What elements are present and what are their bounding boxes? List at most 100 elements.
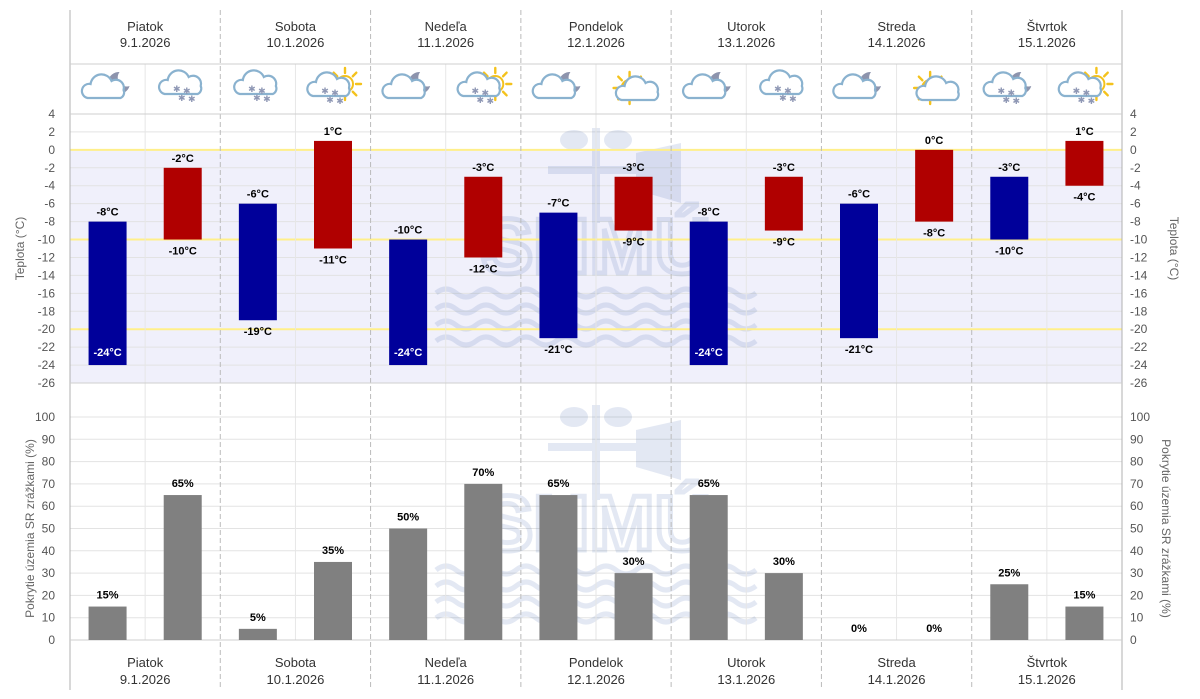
temp-tick-right: -6 [1130, 197, 1141, 211]
night-precip-label: 15% [97, 590, 119, 602]
snowflake: ✱ [998, 86, 1006, 96]
day-precip-label: 15% [1073, 590, 1095, 602]
precip-tick-right: 0 [1130, 633, 1137, 647]
precip-tick-left: 40 [42, 544, 56, 558]
temp-tick-right: -24 [1130, 358, 1148, 372]
cloud-shape [681, 73, 727, 100]
precip-tick-right: 30 [1130, 566, 1144, 580]
day-temp-bar [464, 176, 503, 258]
snowflake: ✱ [789, 94, 797, 104]
temp-tick-left: -10 [38, 233, 56, 247]
day-name-top: Pondelok [569, 19, 624, 34]
temp-tick-right: -8 [1130, 215, 1141, 229]
precip-tick-left: 20 [42, 588, 56, 602]
night-min-label: -19°C [244, 326, 272, 338]
day-precip-bar [764, 573, 803, 640]
cloud-moon-icon [832, 71, 881, 100]
day-date-top: 14.1.2026 [868, 35, 926, 50]
day-precip-label: 30% [773, 556, 795, 568]
temp-tick-right: 0 [1130, 143, 1137, 157]
sun-ray [351, 71, 358, 78]
snowflake: ✱ [253, 93, 261, 103]
day-date-top: 12.1.2026 [567, 35, 625, 50]
day-temp-bar [163, 167, 202, 240]
day-name-top: Streda [877, 19, 916, 34]
snowflake: ✱ [1008, 88, 1016, 98]
day-precip-label: 30% [623, 556, 645, 568]
cloud-shape [531, 73, 577, 100]
night-max-label: -6°C [247, 189, 269, 201]
day-precip-bar [1065, 606, 1104, 640]
day-temp-bar [1065, 140, 1104, 186]
snowflake: ✱ [183, 86, 191, 96]
temp-tick-right: -20 [1130, 322, 1148, 336]
day-min-label: -8°C [923, 228, 945, 240]
temp-tick-left: 0 [48, 143, 55, 157]
watermark-flag [636, 420, 681, 480]
day-name-bottom: Streda [877, 655, 916, 670]
precip-tick-right: 70 [1130, 477, 1144, 491]
day-date-bottom: 10.1.2026 [267, 672, 325, 687]
night-max-label: -8°C [698, 207, 720, 219]
night-max-label: -6°C [848, 189, 870, 201]
sun-ray [1083, 71, 1090, 78]
temp-tick-right: -18 [1130, 304, 1148, 318]
snowflake: ✱ [248, 84, 256, 94]
precip-tick-left: 70 [42, 477, 56, 491]
cloud-shape [157, 69, 203, 96]
precip-tick-right: 90 [1130, 432, 1144, 446]
snowflake: ✱ [188, 94, 196, 104]
snowflake: ✱ [326, 95, 334, 105]
day-temp-bar [915, 149, 954, 222]
day-precip-bar [163, 495, 202, 640]
cloud-moon-icon [531, 71, 581, 100]
day-max-label: -3°C [623, 162, 645, 174]
cloud-shape [381, 73, 426, 100]
snowflake: ✱ [1003, 95, 1011, 105]
temp-tick-right: -16 [1130, 286, 1148, 300]
snow-cloud-icon: ✱ ✱✱ ✱ [233, 69, 278, 104]
night-precip-label: 5% [250, 612, 266, 624]
snow-cloud-sun-icon: ✱ ✱✱ ✱ [306, 66, 363, 106]
precip-tick-left: 50 [42, 522, 56, 536]
precip-tick-left: 30 [42, 566, 56, 580]
snowflake: ✱ [336, 96, 344, 106]
temp-tick-left: -6 [44, 197, 55, 211]
precip-tick-right: 60 [1130, 499, 1144, 513]
night-max-label: -10°C [394, 225, 422, 237]
day-precip-bar [614, 573, 653, 640]
night-precip-label: 50% [397, 512, 419, 524]
temp-tick-left: -24 [38, 358, 56, 372]
snow-cloud-moon-icon: ✱ ✱✱ ✱ [982, 71, 1032, 106]
day-name-bottom: Nedeľa [425, 655, 468, 670]
snowflake: ✱ [779, 93, 787, 103]
snowflake: ✱ [477, 95, 485, 105]
cloud-moon-icon [681, 71, 731, 100]
temp-tick-left: -18 [38, 304, 56, 318]
precip-tick-left: 80 [42, 455, 56, 469]
night-min-label: -24°C [695, 347, 723, 359]
day-name-bottom: Utorok [727, 655, 766, 670]
day-name-top: Piatok [127, 19, 164, 34]
temp-tick-right: -22 [1130, 340, 1148, 354]
snowflake: ✱ [321, 86, 329, 96]
day-precip-bar [314, 561, 352, 640]
snowflake: ✱ [1088, 96, 1096, 106]
cloud-shape [832, 73, 877, 100]
night-precip-bar [389, 528, 428, 640]
cloud-shape [915, 75, 960, 102]
precip-tick-right: 80 [1130, 455, 1144, 469]
snowflake: ✱ [487, 96, 495, 106]
day-date-bottom: 13.1.2026 [717, 672, 775, 687]
day-max-label: -3°C [773, 162, 795, 174]
temp-tick-right: -4 [1130, 179, 1141, 193]
day-name-bottom: Sobota [275, 655, 317, 670]
temp-tick-left: -2 [44, 161, 55, 175]
night-precip-bar [689, 495, 728, 640]
cloud-moon-icon [80, 71, 130, 100]
temp-tick-left: 2 [48, 125, 55, 139]
precip-tick-left: 100 [35, 410, 55, 424]
temp-tick-left: -22 [38, 340, 56, 354]
temp-tick-left: -16 [38, 286, 56, 300]
day-min-label: -9°C [773, 237, 795, 249]
